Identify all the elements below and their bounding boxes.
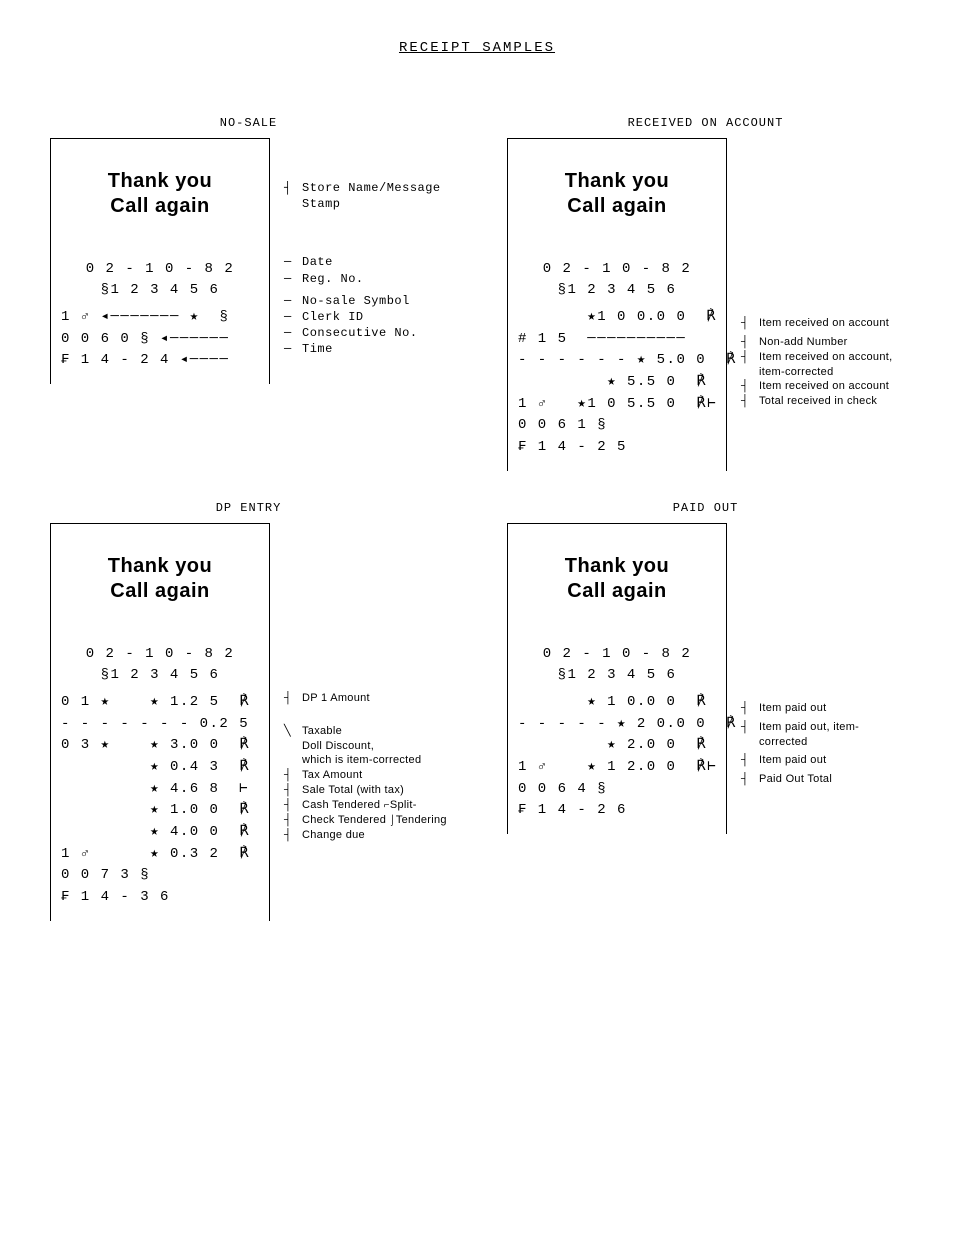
annot: Item received on account — [759, 379, 904, 394]
dp-receipt: Thank you Call again 0 2 - 1 0 - 8 2 §1 … — [50, 523, 270, 921]
receipt-line: ★ 4.6 8 ⊢ — [61, 779, 259, 801]
no-sale-label: NO-SALE — [50, 116, 447, 130]
receipt-line: ★ 1 0.0 0 ℟ — [518, 692, 716, 714]
annot: Consecutive No. — [302, 325, 447, 341]
annot: Split- — [390, 799, 417, 811]
date-line: 0 2 - 1 0 - 8 2 — [61, 259, 259, 280]
annot: Time — [302, 341, 447, 357]
annot: Item paid out — [759, 753, 904, 768]
annot: Taxable — [302, 724, 447, 739]
thank-line: Thank you — [518, 169, 716, 194]
regno-line: §1 2 3 4 5 6 — [518, 280, 716, 301]
paid-label: PAID OUT — [507, 501, 904, 515]
annot: Doll Discount, — [302, 739, 447, 754]
receipt-line: 1 ♂ ◂─────── ★ § — [61, 307, 259, 329]
receipt-line: 0 0 6 4 § — [518, 779, 716, 801]
thank-line: Thank you — [61, 554, 259, 579]
thank-line: Call again — [518, 194, 716, 219]
thank-line: Call again — [518, 579, 716, 604]
paid-annotations: ┤Item paid out ┤Item paid out, item-corr… — [741, 523, 904, 787]
annot: Paid Out Total — [759, 772, 904, 787]
annot: Non-add Number — [759, 335, 904, 350]
receipt-grid: NO-SALE Thank you Call again 0 2 - 1 0 -… — [50, 116, 904, 921]
annot: Tendering — [396, 814, 447, 826]
annot: Item received on account — [759, 316, 904, 331]
no-sale-receipt: Thank you Call again 0 2 - 1 0 - 8 2 §1 … — [50, 138, 270, 384]
annot: Check Tendered — [302, 814, 386, 826]
receipt-line: 1 ♂ ★ 0.3 2 ℟ — [61, 844, 259, 866]
receipt-line: ₣ 1 4 - 2 6 — [518, 800, 716, 822]
thank-line: Thank you — [518, 554, 716, 579]
page-title: RECEIPT SAMPLES — [50, 40, 904, 56]
annot: Total received in check — [759, 394, 904, 409]
regno-line: §1 2 3 4 5 6 — [518, 665, 716, 686]
receipt-line: ★ 4.0 0 ℟ — [61, 822, 259, 844]
received-cell: RECEIVED ON ACCOUNT Thank you Call again… — [507, 116, 904, 471]
receipt-line: 0 3 ★ ★ 3.0 0 ℟ — [61, 735, 259, 757]
receipt-line: ₣ 1 4 - 2 4 ◂──── — [61, 350, 259, 372]
receipt-line: # 1 5 ────────── — [518, 329, 716, 351]
annot: which is item-corrected — [302, 753, 447, 768]
receipt-line: ★ 0.4 3 ℟ — [61, 757, 259, 779]
receipt-line: ★ 2.0 0 ℟ — [518, 735, 716, 757]
annot: No-sale Symbol — [302, 293, 447, 309]
receipt-line: - - - - - - ★ 5.0 0 ℟ — [518, 350, 716, 372]
receipt-line: ★ 5.5 0 ℟ — [518, 372, 716, 394]
receipt-line: 0 0 6 1 § — [518, 415, 716, 437]
receipt-line: ₣ 1 4 - 3 6 — [61, 887, 259, 909]
annot: Sale Total (with tax) — [302, 783, 447, 798]
annot: Reg. No. — [302, 271, 447, 287]
annot: Change due — [302, 828, 447, 843]
annot: Clerk ID — [302, 309, 447, 325]
annot: Item received on account, — [759, 350, 904, 365]
annot: Item paid out, item-corrected — [759, 720, 904, 750]
no-sale-annotations: ┤Store Name/Message Stamp ─Date ─Reg. No… — [284, 138, 447, 358]
dp-annotations: ┤DP 1 Amount ╲Taxable Doll Discount, whi… — [284, 523, 447, 843]
regno-line: §1 2 3 4 5 6 — [61, 280, 259, 301]
annot: item-corrected — [759, 365, 904, 380]
paid-cell: PAID OUT Thank you Call again 0 2 - 1 0 … — [507, 501, 904, 834]
annot: Store Name/Message — [302, 180, 447, 196]
regno-line: §1 2 3 4 5 6 — [61, 665, 259, 686]
receipt-line: ★ 1.0 0 ℟ — [61, 800, 259, 822]
no-sale-cell: NO-SALE Thank you Call again 0 2 - 1 0 -… — [50, 116, 447, 384]
date-line: 0 2 - 1 0 - 8 2 — [518, 644, 716, 665]
receipt-line: 0 1 ★ ★ 1.2 5 ℟ — [61, 692, 259, 714]
annot: Stamp — [302, 196, 447, 212]
receipt-line: 1 ♂ ★ 1 2.0 0 ℟⊢ — [518, 757, 716, 779]
thank-line: Call again — [61, 194, 259, 219]
date-line: 0 2 - 1 0 - 8 2 — [61, 644, 259, 665]
annot: Cash Tendered — [302, 799, 380, 811]
dp-label: DP ENTRY — [50, 501, 447, 515]
annot: Date — [302, 254, 447, 270]
received-label: RECEIVED ON ACCOUNT — [507, 116, 904, 130]
annot: Tax Amount — [302, 768, 447, 783]
annot: Item paid out — [759, 701, 904, 716]
thank-line: Thank you — [61, 169, 259, 194]
receipt-line: 1 ♂ ★1 0 5.5 0 ℟⊢ — [518, 394, 716, 416]
receipt-line: - - - - - - - 0.2 5 — [61, 714, 259, 736]
thank-line: Call again — [61, 579, 259, 604]
receipt-line: ★1 0 0.0 0 ℟ — [518, 307, 716, 329]
receipt-line: - - - - - ★ 2 0.0 0 ℟ — [518, 714, 716, 736]
dp-cell: DP ENTRY Thank you Call again 0 2 - 1 0 … — [50, 501, 447, 921]
receipt-line: 0 0 6 0 § ◂────── — [61, 329, 259, 351]
annot: DP 1 Amount — [302, 691, 447, 706]
paid-receipt: Thank you Call again 0 2 - 1 0 - 8 2 §1 … — [507, 523, 727, 834]
received-receipt: Thank you Call again 0 2 - 1 0 - 8 2 §1 … — [507, 138, 727, 471]
date-line: 0 2 - 1 0 - 8 2 — [518, 259, 716, 280]
received-annotations: ┤Item received on account ┤Non-add Numbe… — [741, 138, 904, 409]
receipt-line: ₣ 1 4 - 2 5 — [518, 437, 716, 459]
receipt-line: 0 0 7 3 § — [61, 865, 259, 887]
